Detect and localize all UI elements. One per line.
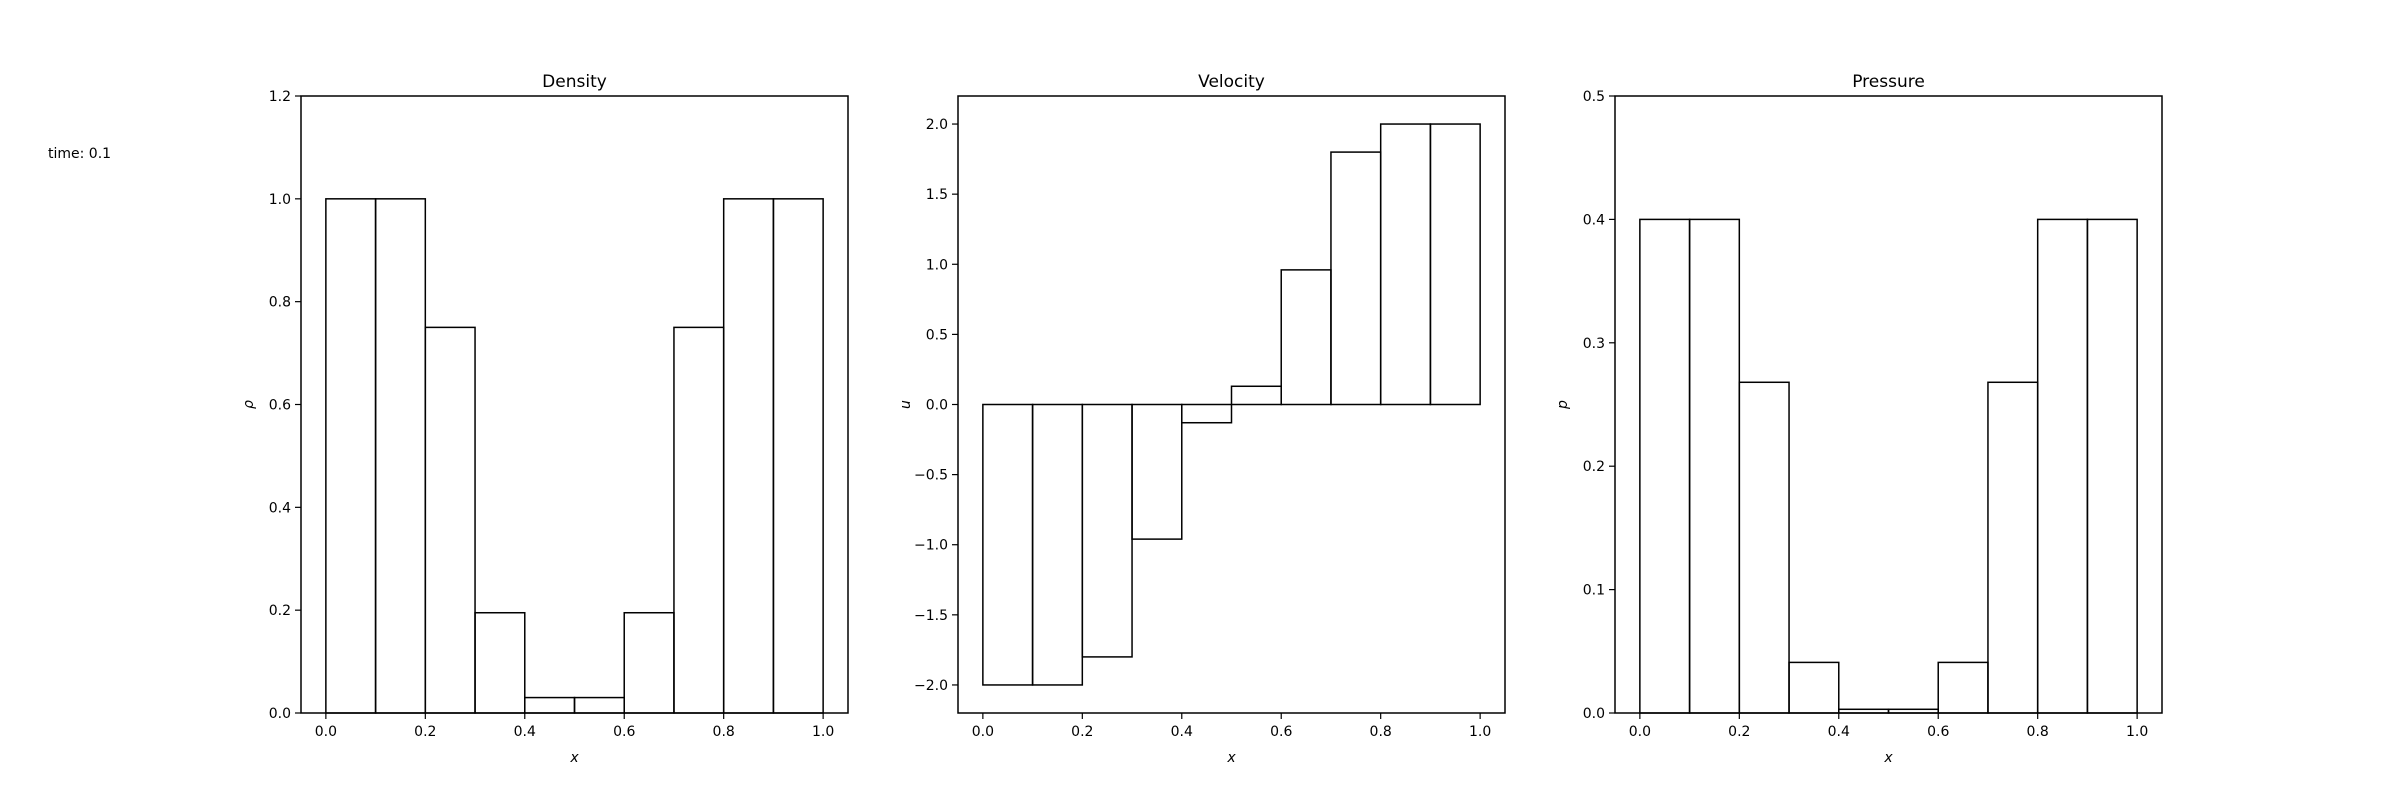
pressure-x-label: x [1883, 750, 1893, 766]
velocity-y-tick-label: 1.0 [926, 257, 948, 273]
pressure-bar [1987, 381, 2039, 714]
density-bar [623, 611, 675, 714]
density-y-tick-label: 1.2 [269, 89, 291, 105]
density-x-label: x [569, 750, 579, 766]
density-x-tick-label: 0.0 [315, 724, 337, 740]
density-title: Density [542, 72, 607, 92]
pressure-x-tick-label: 0.8 [2027, 724, 2049, 740]
pressure-y-tick-label: 0.2 [1583, 459, 1605, 475]
pressure-bar [1639, 218, 1691, 714]
pressure-y-tick-label: 0.5 [1583, 89, 1605, 105]
velocity-bar [1031, 403, 1084, 686]
density-bar [524, 696, 576, 714]
velocity-x-tick-label: 0.0 [972, 724, 994, 740]
time-label: time: 0.1 [48, 146, 112, 162]
pressure-bar [1688, 218, 1741, 714]
pressure-bar [2036, 218, 2089, 714]
density-chart: 0.0 0.2 0.4 0.6 0.8 1.0 0.0 0.2 0.4 0.6 0.8 1.0 1.2 D… [241, 72, 849, 766]
density-x-tick-label: 0.2 [414, 724, 436, 740]
velocity-y-tick-label: 1.5 [926, 187, 948, 203]
velocity-bar [1181, 403, 1233, 424]
density-bar [474, 611, 526, 714]
pressure-chart: 0.0 0.2 0.4 0.6 0.8 1.0 0.0 0.1 0.2 0.3 0.4 0.5 Pres… [1555, 72, 2163, 766]
density-y-tick-label: 0.2 [269, 603, 291, 619]
velocity-y-tick-label: −1.5 [914, 608, 948, 624]
pressure-bar [2086, 218, 2138, 714]
pressure-bar [1788, 661, 1840, 714]
velocity-bar [1081, 403, 1133, 658]
velocity-bar [1330, 151, 1382, 406]
density-y-tick-label: 0.0 [269, 706, 291, 722]
velocity-y-tick-label: 0.5 [926, 327, 948, 343]
density-bar [424, 326, 476, 714]
velocity-x-tick-label: 0.4 [1171, 724, 1193, 740]
velocity-bar [1131, 403, 1183, 540]
density-y-tick-label: 0.6 [269, 398, 291, 414]
velocity-y-label: u [898, 400, 914, 409]
density-y-tick-label: 0.4 [269, 500, 291, 516]
velocity-bar [1379, 123, 1432, 406]
pressure-y-tick-label: 0.3 [1583, 336, 1605, 352]
pressure-x-tick-label: 1.0 [2126, 724, 2148, 740]
velocity-x-tick-label: 1.0 [1469, 724, 1491, 740]
density-y-tick-label: 1.0 [269, 192, 291, 208]
pressure-y-tick-label: 0.4 [1583, 212, 1605, 228]
velocity-y-tick-label: 2.0 [926, 117, 948, 133]
pressure-x-tick-label: 0.0 [1629, 724, 1651, 740]
pressure-y-tick-label: 0.0 [1583, 706, 1605, 722]
velocity-bar [1429, 123, 1481, 406]
pressure-x-tick-label: 0.6 [1927, 724, 1949, 740]
velocity-x-label: x [1226, 750, 1236, 766]
velocity-bar [1230, 385, 1282, 406]
density-x-tick-label: 0.6 [613, 724, 635, 740]
velocity-chart: 0.0 0.2 0.4 0.6 0.8 1.0 −2.0 −1.5 −1.0 −0.5 0.0 0.5… [898, 72, 1506, 766]
velocity-title: Velocity [1198, 72, 1265, 92]
density-x-tick-label: 0.4 [514, 724, 536, 740]
velocity-x-tick-label: 0.6 [1270, 724, 1292, 740]
pressure-x-tick-label: 0.2 [1728, 724, 1750, 740]
velocity-y-tick-label: 0.0 [926, 398, 948, 414]
density-bar [573, 696, 625, 714]
density-x-tick-label: 0.8 [713, 724, 735, 740]
density-y-tick-label: 0.8 [269, 295, 291, 311]
pressure-y-label: p [1555, 400, 1571, 410]
density-y-label: ρ [241, 400, 257, 409]
density-bar [673, 326, 725, 714]
velocity-bar [982, 403, 1034, 686]
density-bar [374, 198, 427, 714]
velocity-y-tick-label: −0.5 [914, 468, 948, 484]
density-x-tick-label: 1.0 [812, 724, 834, 740]
density-bar [772, 198, 824, 714]
velocity-y-tick-label: −2.0 [914, 678, 948, 694]
pressure-x-tick-label: 0.4 [1828, 724, 1850, 740]
velocity-bar [1280, 269, 1332, 406]
density-bar [722, 198, 775, 714]
density-plot-frame [300, 95, 849, 714]
pressure-title: Pressure [1852, 72, 1925, 92]
velocity-y-tick-label: −1.0 [914, 538, 948, 554]
pressure-plot-frame [1614, 95, 2163, 714]
density-bar [325, 198, 377, 714]
pressure-bar [1738, 381, 1790, 714]
pressure-y-tick-label: 0.1 [1583, 583, 1605, 599]
pressure-bar [1937, 661, 1989, 714]
velocity-x-tick-label: 0.8 [1370, 724, 1392, 740]
velocity-x-tick-label: 0.2 [1071, 724, 1093, 740]
